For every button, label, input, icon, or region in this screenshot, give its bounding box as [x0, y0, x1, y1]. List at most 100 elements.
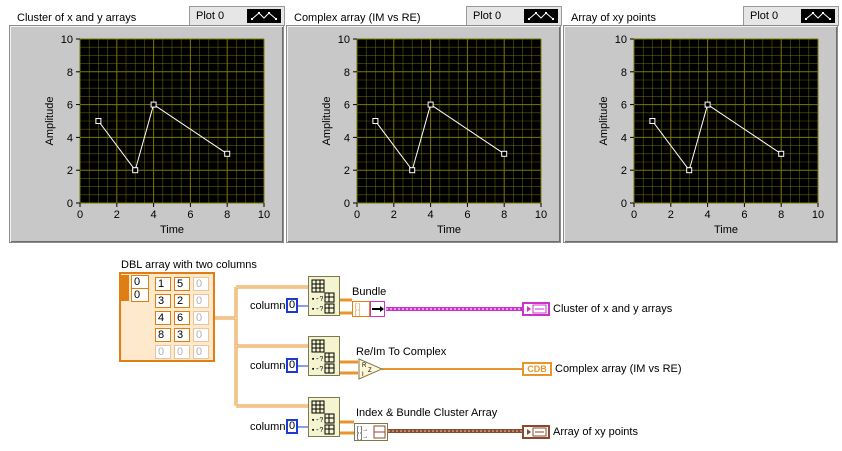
plot-legend-label: Plot 0 [750, 10, 779, 22]
graph-1[interactable]: 0 2 4 6 8 10 0 2 4 6 8 10 Time Amplitude [286, 25, 561, 243]
y-tick-label: 10 [338, 34, 350, 46]
graph-0-title: Cluster of x and y arrays [17, 12, 137, 24]
x-tick-label: 0 [354, 209, 360, 221]
index-array-node[interactable]: ▪-? ▪-? [308, 336, 340, 376]
array-cell[interactable]: 0 [193, 277, 209, 291]
index-array-node[interactable]: ▪-? ▪-? [308, 397, 340, 437]
x-tick-label: 0 [77, 209, 83, 221]
array-cell[interactable]: 8 [155, 328, 171, 342]
svg-text:[]: [] [354, 303, 361, 310]
graph-indicator-terminal[interactable] [522, 302, 550, 316]
y-tick-label: 8 [344, 67, 350, 79]
index-array-icon: ▪-? ▪-? [311, 400, 335, 435]
y-tick-label: 4 [621, 132, 627, 144]
data-point [686, 167, 693, 174]
indicator-label: Complex array (IM vs RE) [555, 363, 682, 375]
array-cell[interactable]: 2 [174, 294, 190, 308]
array-cell[interactable]: 6 [174, 311, 190, 325]
index-bundle-cluster-array-icon[interactable]: []→ []→ [354, 423, 388, 444]
column-constant[interactable]: 0 [286, 419, 298, 434]
y-tick-label: 4 [67, 132, 73, 144]
x-tick-label: 6 [464, 209, 470, 221]
data-point [501, 150, 508, 157]
svg-text:[]: [] [354, 310, 361, 317]
data-point [704, 101, 711, 108]
graph-2-plot-legend[interactable]: Plot 0 [743, 6, 839, 26]
array-index-1[interactable]: 0 [131, 288, 149, 302]
series-line [97, 103, 228, 172]
array-cell[interactable]: 1 [155, 277, 171, 291]
x-axis-label: Time [714, 224, 738, 236]
svg-text:[]→: []→ [356, 433, 367, 440]
graph-0-plot: 0 2 4 6 8 10 0 2 4 6 8 10 Time Amplitude [44, 34, 270, 236]
array-cell[interactable]: 0 [193, 328, 209, 342]
array-cell[interactable]: 3 [155, 294, 171, 308]
y-tick-label: 2 [67, 165, 73, 177]
x-tick-label: 10 [258, 209, 270, 221]
data-point [427, 101, 434, 108]
y-tick-label: 2 [344, 165, 350, 177]
x-tick-label: 10 [812, 209, 824, 221]
wire-array-bus[interactable] [214, 287, 238, 406]
column-constant[interactable]: 0 [286, 358, 298, 373]
y-tick-label: 10 [61, 34, 73, 46]
graph-2-plot: 0 2 4 6 8 10 0 2 4 6 8 10 Time Amplitude [598, 34, 824, 236]
column-label: column [250, 360, 286, 372]
array-cell[interactable]: 0 [193, 294, 209, 308]
plot-style-swatch-icon[interactable] [524, 9, 558, 23]
node-label: Bundle [352, 286, 387, 298]
array-cell[interactable]: 0 [193, 311, 209, 325]
plot-style-swatch-icon[interactable] [801, 9, 835, 23]
array-cell[interactable]: 5 [174, 277, 190, 291]
x-tick-label: 8 [501, 209, 507, 221]
index-array-icon: ▪-? ▪-? [311, 339, 335, 374]
x-tick-label: 2 [668, 209, 674, 221]
x-tick-label: 4 [705, 209, 711, 221]
data-point [649, 118, 656, 124]
graph-2[interactable]: 0 2 4 6 8 10 0 2 4 6 8 10 Time Amplitude [563, 25, 838, 243]
svg-text:▪-?: ▪-? [311, 306, 324, 314]
data-point [372, 118, 379, 124]
array-cell[interactable]: 0 [155, 345, 171, 359]
index-spinner[interactable] [121, 275, 129, 301]
x-tick-label: 10 [535, 209, 547, 221]
graph-indicator-terminal[interactable] [522, 425, 550, 439]
svg-text:▪-?: ▪-? [311, 417, 324, 425]
indicator-type-text: CDB [527, 364, 547, 374]
indicator-label: Array of xy points [553, 426, 638, 438]
array-cell[interactable]: 3 [174, 328, 190, 342]
svg-text:▪-?: ▪-? [311, 296, 324, 304]
y-tick-label: 0 [67, 198, 73, 210]
x-tick-label: 6 [741, 209, 747, 221]
x-tick-label: 6 [187, 209, 193, 221]
x-tick-label: 2 [114, 209, 120, 221]
array-label: DBL array with two columns [121, 259, 257, 271]
data-point [150, 101, 157, 108]
index-array-node[interactable]: ▪-? ▪-? [308, 276, 340, 316]
graph-0[interactable]: 0 2 4 6 8 10 0 2 4 6 8 10 Time Amplitude [9, 25, 284, 243]
y-tick-label: 4 [344, 132, 350, 144]
plot-legend-label: Plot 0 [196, 10, 225, 22]
x-tick-label: 8 [778, 209, 784, 221]
array-index-0[interactable]: 0 [131, 275, 149, 289]
plot-legend-label: Plot 0 [473, 10, 502, 22]
indicator-label: Cluster of x and y arrays [553, 303, 673, 315]
y-axis-label: Amplitude [44, 97, 56, 146]
data-point [132, 167, 139, 174]
node-label: Re/Im To Complex [356, 346, 447, 358]
graph-indicator-terminal[interactable]: CDB [522, 362, 552, 376]
svg-text:▪-?: ▪-? [311, 366, 324, 374]
indicator-type-icon [527, 427, 547, 437]
svg-text:I: I [362, 372, 364, 378]
array-cell[interactable]: 0 [174, 345, 190, 359]
bundle-icon[interactable]: [][] [352, 301, 386, 320]
y-tick-label: 0 [344, 198, 350, 210]
svg-text:Z: Z [368, 368, 372, 374]
column-constant[interactable]: 0 [286, 298, 298, 313]
plot-style-swatch-icon[interactable] [247, 9, 281, 23]
array-cell[interactable]: 4 [155, 311, 171, 325]
array-cell[interactable]: 0 [193, 345, 209, 359]
